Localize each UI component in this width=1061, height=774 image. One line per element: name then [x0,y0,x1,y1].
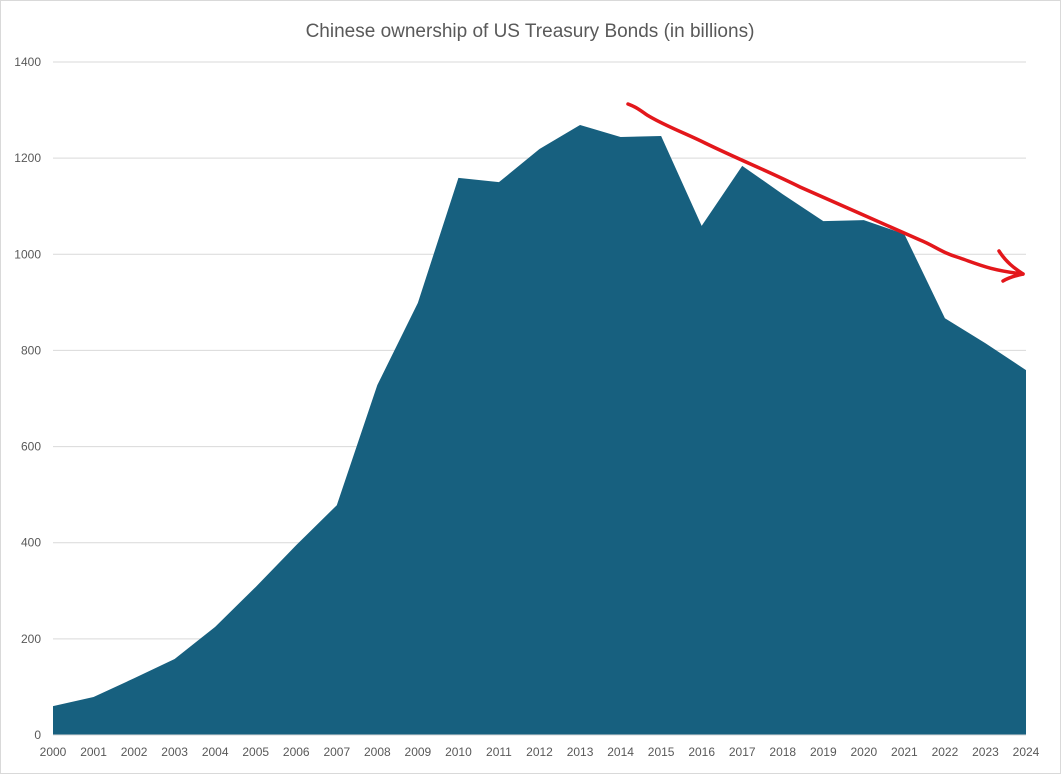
x-tick-label: 2001 [80,745,107,759]
y-tick-label: 1000 [14,247,41,261]
area-series [53,124,1026,735]
x-tick-label: 2018 [769,745,796,759]
x-tick-label: 2011 [486,745,512,759]
chart-title: Chinese ownership of US Treasury Bonds (… [306,21,755,42]
y-tick-label: 1200 [14,151,41,165]
x-tick-label: 2016 [688,745,715,759]
x-tick-label: 2010 [445,745,472,759]
x-tick-label: 2017 [729,745,756,759]
x-tick-label: 2009 [405,745,432,759]
x-tick-label: 2006 [283,745,310,759]
y-tick-label: 400 [21,536,41,550]
x-tick-label: 2003 [161,745,188,759]
x-tick-label: 2002 [121,745,148,759]
x-tick-label: 2015 [648,745,675,759]
x-tick-label: 2004 [202,745,229,759]
x-tick-label: 2008 [364,745,391,759]
y-tick-label: 600 [21,440,41,454]
x-tick-label: 2019 [810,745,837,759]
y-tick-label: 200 [21,632,41,646]
x-tick-label: 2013 [567,745,594,759]
y-tick-label: 0 [34,728,41,742]
trend-arrow-line [626,102,1025,276]
x-tick-label: 2023 [972,745,999,759]
trend-arrowhead-icon [997,249,1025,283]
x-tick-label: 2020 [850,745,877,759]
x-tick-label: 2012 [526,745,553,759]
x-tick-label: 2022 [932,745,959,759]
x-tick-label: 2014 [607,745,634,759]
x-tick-label: 2000 [40,745,67,759]
x-tick-label: 2024 [1013,745,1040,759]
y-tick-label: 800 [21,343,41,357]
x-tick-label: 2005 [242,745,269,759]
x-tick-label: 2007 [323,745,350,759]
x-tick-label: 2021 [891,745,918,759]
y-tick-label: 1400 [14,55,41,69]
